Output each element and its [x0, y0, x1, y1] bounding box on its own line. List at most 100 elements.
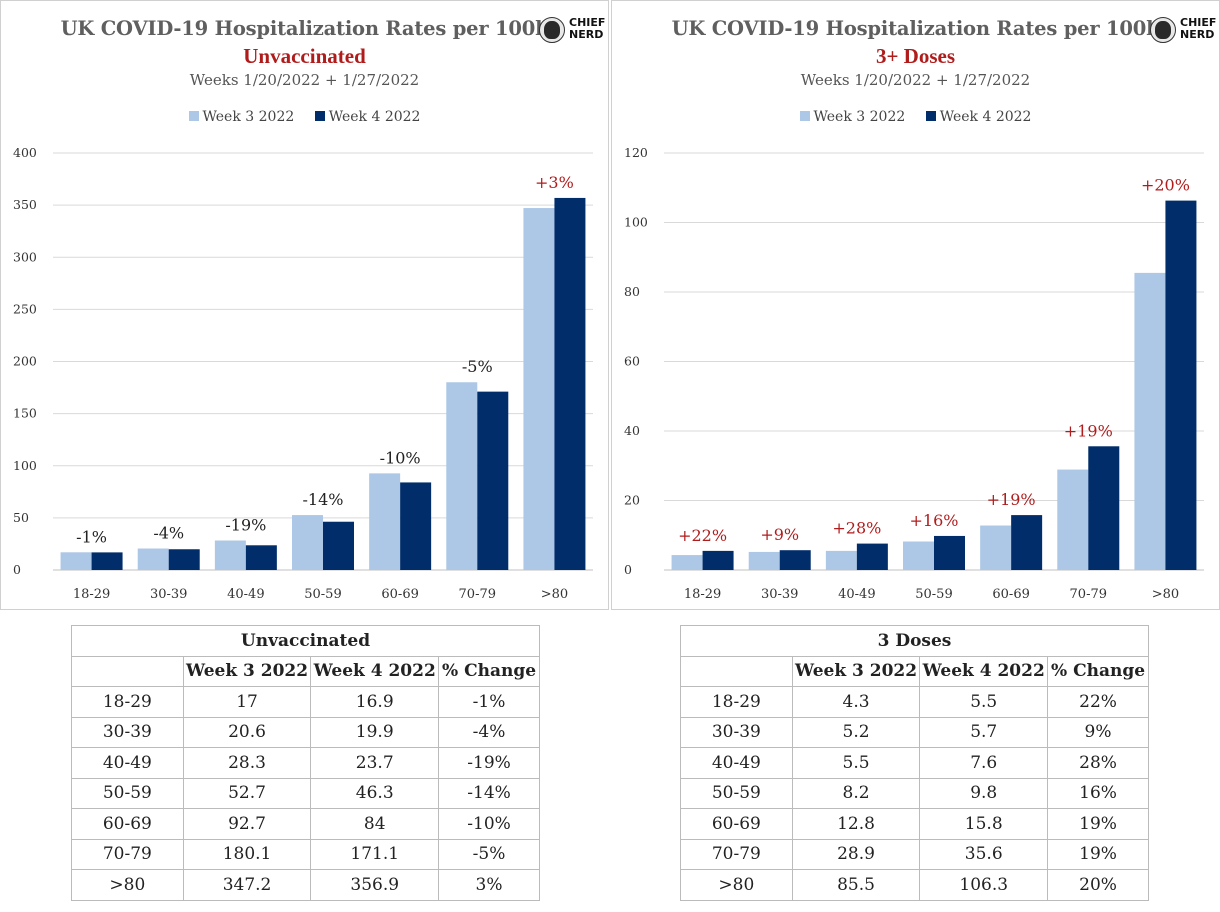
- table-row: >80 85.5 106.3 20%: [680, 869, 1149, 901]
- age-group-cell: >80: [680, 869, 793, 901]
- y-tick-label: 350: [13, 197, 37, 212]
- table-cell: 28%: [1047, 747, 1149, 779]
- table-title: 3 Doses: [680, 625, 1149, 657]
- x-tick-label: >80: [1152, 587, 1179, 602]
- table-cell: 19%: [1047, 808, 1149, 840]
- table-cell: 22%: [1047, 686, 1149, 718]
- bar-week4: [554, 197, 586, 570]
- table-header-cell: Week 3 2022: [182, 655, 312, 687]
- chart-title: UK COVID-19 Hospitalization Rates per 10…: [671, 17, 1160, 40]
- x-tick-label: 30-39: [150, 587, 187, 602]
- logo-line1: CHIEF: [1180, 16, 1217, 29]
- legend-item-week4: Week 4 2022: [314, 109, 421, 125]
- age-group-cell: 30-39: [680, 716, 793, 748]
- table-cell: 180.1: [182, 838, 312, 870]
- table-cell: 9%: [1047, 716, 1149, 748]
- bar-week3: [903, 541, 934, 570]
- percent-change-label: +22%: [678, 526, 727, 545]
- table-cell: 9.8: [919, 777, 1049, 809]
- table-header-cell: Week 3 2022: [791, 655, 921, 687]
- bar-week3: [1057, 469, 1089, 570]
- table-cell: -1%: [438, 686, 540, 718]
- x-tick-label: 60-69: [381, 587, 418, 602]
- age-group-cell: 60-69: [680, 808, 793, 840]
- legend-swatch-week3: [188, 111, 199, 121]
- table-cell: -10%: [438, 808, 540, 840]
- y-tick-label: 300: [13, 249, 37, 264]
- bar-week4: [934, 535, 965, 570]
- table-cell: -4%: [438, 716, 540, 748]
- table-header-cell: Week 4 2022: [919, 655, 1049, 687]
- y-tick-label: 50: [13, 510, 29, 525]
- age-group-cell: 70-79: [71, 838, 184, 870]
- percent-change-label: -10%: [380, 448, 421, 467]
- age-group-cell: 40-49: [680, 747, 793, 779]
- percent-change-label: +28%: [832, 519, 881, 538]
- table-cell: -14%: [438, 777, 540, 809]
- legend-item-week3: Week 3 2022: [188, 109, 294, 125]
- bar-week4: [856, 543, 888, 570]
- table-cell: 28.9: [791, 838, 921, 870]
- percent-change-label: +19%: [987, 490, 1036, 509]
- chart-subtitle: 3+ Doses: [875, 44, 956, 68]
- logo-text: CHIEF NERD: [569, 17, 605, 41]
- bar-chart-unvaccinated: 0 50 100 150 200 250 300 350 400 18-29 -1% 30-39 -4%…: [13, 145, 593, 602]
- legend-item-week4: Week 4 2022: [925, 109, 1031, 125]
- bar-week3: [980, 525, 1012, 570]
- logo-face: [544, 21, 560, 39]
- legend-swatch-week4: [314, 111, 325, 121]
- table-cell: 20%: [1047, 869, 1149, 901]
- table-cell: 171.1: [310, 838, 440, 870]
- table-cell: 23.7: [310, 747, 440, 779]
- table-row: 60-69 12.8 15.8 19%: [680, 808, 1149, 840]
- x-tick-label: 70-79: [459, 587, 496, 602]
- bar-week3: [523, 208, 555, 570]
- percent-change-label: +3%: [535, 173, 574, 192]
- table-cell: 3%: [438, 869, 540, 901]
- chart-panel-3-doses: UK COVID-19 Hospitalization Rates per 10…: [611, 0, 1220, 610]
- legend-label-week4: Week 4 2022: [328, 109, 421, 125]
- table-cell: 17: [182, 686, 312, 718]
- chart-legend: Week 3 2022 Week 4 2022: [1, 109, 608, 125]
- percent-change-label: +9%: [760, 525, 799, 544]
- table-header-row: Week 3 2022 Week 4 2022 % Change: [680, 655, 1149, 687]
- table-cell: 19%: [1047, 838, 1149, 870]
- chart-weeks-text: Weeks 1/20/2022 + 1/27/2022: [189, 71, 420, 89]
- table-cell: 46.3: [310, 777, 440, 809]
- table-row: 30-39 20.6 19.9 -4%: [71, 716, 540, 748]
- table-row: 60-69 92.7 84 -10%: [71, 808, 540, 840]
- table-cell: 85.5: [791, 869, 921, 901]
- legend-item-week3: Week 3 2022: [799, 109, 905, 125]
- chart-weeks-text: Weeks 1/20/2022 + 1/27/2022: [800, 71, 1031, 89]
- table-row: 50-59 8.2 9.8 16%: [680, 777, 1149, 809]
- y-tick-label: 20: [624, 493, 640, 508]
- table-row: >80 347.2 356.9 3%: [71, 869, 540, 901]
- logo-text: CHIEF NERD: [1180, 17, 1216, 41]
- bar-week3: [369, 473, 401, 570]
- age-group-cell: 18-29: [71, 686, 184, 718]
- percent-change-label: +20%: [1141, 176, 1190, 195]
- x-tick-label: 50-59: [304, 587, 341, 602]
- bar-week4: [1088, 446, 1120, 570]
- age-group-cell: 50-59: [680, 777, 793, 809]
- bar-week4: [245, 545, 277, 570]
- y-tick-label: 400: [13, 145, 37, 160]
- bar-week3: [1134, 272, 1166, 570]
- percent-change-label: -14%: [303, 490, 344, 509]
- table-cell: 92.7: [182, 808, 312, 840]
- age-group-cell: 50-59: [71, 777, 184, 809]
- table-row: 50-59 52.7 46.3 -14%: [71, 777, 540, 809]
- percent-change-label: -1%: [76, 527, 107, 546]
- table-cell: 5.5: [919, 686, 1049, 718]
- age-group-cell: 70-79: [680, 838, 793, 870]
- legend-swatch-week3: [799, 111, 810, 121]
- table-header-cell: Week 4 2022: [310, 655, 440, 687]
- table-title-row: 3 Doses: [680, 625, 1149, 657]
- y-tick-label: 120: [624, 145, 648, 160]
- table-cell: 28.3: [182, 747, 312, 779]
- x-tick-label: 30-39: [761, 587, 798, 602]
- x-tick-label: 60-69: [992, 587, 1029, 602]
- bar-week4: [400, 482, 432, 570]
- table-cell: 19.9: [310, 716, 440, 748]
- chief-nerd-logo-icon: CHIEF NERD: [1146, 15, 1218, 47]
